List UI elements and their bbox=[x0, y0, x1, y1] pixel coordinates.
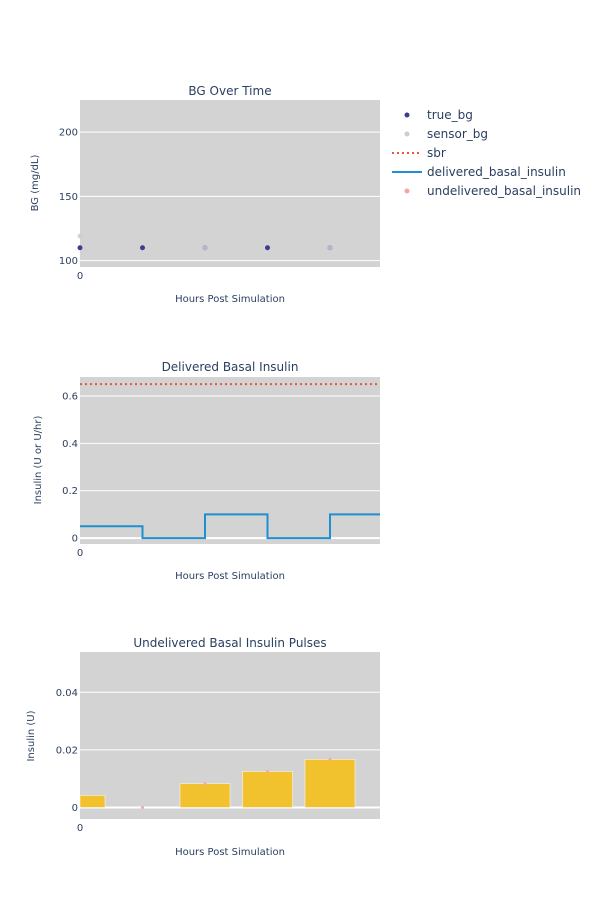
legend-symbol-sensor-bg bbox=[404, 131, 410, 137]
pulses-y-tick-label: 0.02 bbox=[56, 745, 78, 756]
sensor-bg-point bbox=[327, 245, 333, 251]
basal-chart-title: Delivered Basal Insulin bbox=[162, 360, 299, 374]
basal-y-tick-label: 0.6 bbox=[62, 391, 78, 402]
true-bg-point bbox=[140, 245, 145, 251]
bg-y-tick-label: 100 bbox=[59, 256, 78, 267]
true-bg-point bbox=[265, 245, 270, 251]
bg-plot-area bbox=[80, 100, 380, 267]
pulse-bar bbox=[179, 783, 231, 808]
basal-chart: 0 0.2 0.4 0.6 0 Delivered Basal Insulin Hour… bbox=[33, 360, 380, 582]
undelivered-basal-insulin-point bbox=[266, 769, 269, 773]
basal-y-tick-label: 0 bbox=[72, 534, 78, 545]
sensor-bg-point bbox=[77, 233, 83, 239]
legend-item-true-bg: true_bg bbox=[404, 108, 473, 122]
legend-item-sensor-bg: sensor_bg bbox=[404, 127, 488, 141]
pulses-x-tick-label: 0 bbox=[77, 823, 83, 834]
legend-symbol-undelivered-basal-insulin bbox=[404, 188, 410, 194]
bg-x-tick-label: 0 bbox=[77, 271, 83, 282]
pulse-bar bbox=[304, 759, 356, 808]
legend-item-sbr: sbr bbox=[392, 146, 446, 160]
undelivered-basal-insulin-point bbox=[203, 782, 207, 786]
bg-y-tick-label: 200 bbox=[59, 128, 78, 139]
pulses-x-axis-label: Hours Post Simulation bbox=[175, 847, 285, 858]
legend-item-delivered-basal-insulin: delivered_basal_insulin bbox=[392, 165, 566, 179]
bg-y-tick-label: 150 bbox=[59, 192, 78, 203]
pulses-chart-title: Undelivered Basal Insulin Pulses bbox=[133, 636, 326, 650]
undelivered-basal-insulin-point bbox=[328, 757, 332, 761]
legend-label-delivered-basal-insulin: delivered_basal_insulin bbox=[427, 165, 566, 179]
legend-symbol-true-bg bbox=[404, 112, 410, 118]
delivered-basal-insulin-line bbox=[80, 513, 380, 540]
legend-label-undelivered-basal-insulin: undelivered_basal_insulin bbox=[427, 184, 581, 198]
bg-marks bbox=[77, 233, 333, 251]
basal-y-tick-label: 0.4 bbox=[62, 439, 78, 450]
legend-item-undelivered-basal-insulin: undelivered_basal_insulin bbox=[404, 184, 581, 198]
basal-marks bbox=[80, 383, 380, 540]
basal-gridlines: 0 0.2 0.4 0.6 0 bbox=[62, 391, 380, 559]
undelivered-basal-insulin-point bbox=[141, 805, 144, 809]
pulse-bar bbox=[79, 795, 106, 808]
legend-label-true-bg: true_bg bbox=[427, 108, 473, 122]
bg-chart-title: BG Over Time bbox=[188, 84, 271, 98]
true-bg-point bbox=[77, 245, 83, 251]
basal-y-axis-label: Insulin (U or U/hr) bbox=[33, 416, 44, 505]
bg-x-axis-label: Hours Post Simulation bbox=[175, 294, 285, 305]
bg-chart: 100 150 200 0 BG Over Time Hours Post Simul… bbox=[30, 84, 380, 305]
pulses-chart: 0 0.02 0.04 0 Undelivered Basal Insulin Pul… bbox=[26, 636, 380, 858]
basal-x-tick-label: 0 bbox=[77, 548, 83, 559]
basal-x-axis-label: Hours Post Simulation bbox=[175, 571, 285, 582]
bg-gridlines: 100 150 200 0 bbox=[59, 128, 380, 282]
legend-label-sbr: sbr bbox=[427, 146, 446, 160]
bg-y-axis-label: BG (mg/dL) bbox=[30, 155, 41, 212]
basal-y-tick-label: 0.2 bbox=[62, 486, 78, 497]
pulse-bar bbox=[242, 771, 293, 808]
sensor-bg-point bbox=[202, 245, 208, 251]
legend-label-sensor-bg: sensor_bg bbox=[427, 127, 488, 141]
pulses-marks bbox=[79, 757, 356, 809]
pulses-y-tick-label: 0 bbox=[72, 803, 78, 814]
pulses-y-tick-label: 0.04 bbox=[56, 688, 78, 699]
pulses-y-axis-label: Insulin (U) bbox=[26, 710, 37, 761]
basal-plot-area bbox=[80, 377, 380, 544]
